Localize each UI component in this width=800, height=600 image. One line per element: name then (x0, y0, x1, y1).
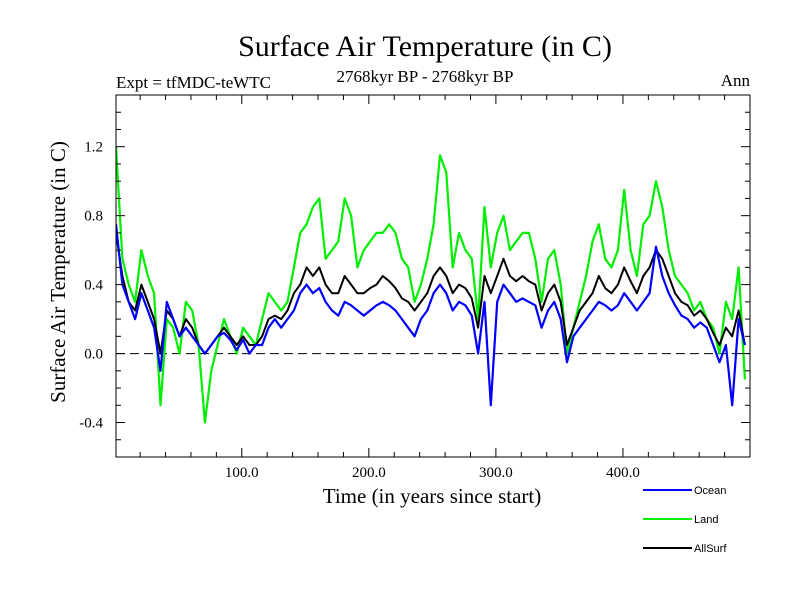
x-tick-label: 300.0 (479, 465, 513, 481)
chart-subtitle-left: Expt = tfMDC-teWTC (116, 73, 271, 92)
legend: Ocean Land AllSurf (643, 485, 727, 555)
plot-frame (115, 94, 751, 458)
y-tick-label: 1.2 (84, 140, 103, 156)
y-axis-label: Surface Air Temperature (in C) (46, 141, 70, 403)
y-tick-label: 0.8 (84, 209, 103, 225)
x-tick-label: 400.0 (606, 465, 640, 481)
legend-label-allsurf: AllSurf (694, 543, 727, 555)
series-line-allsurf (116, 232, 746, 355)
y-tick-label: 0.0 (84, 347, 103, 363)
x-tick-label: 100.0 (225, 465, 259, 481)
x-tick-label: 200.0 (352, 465, 386, 481)
legend-label-ocean: Ocean (694, 485, 726, 497)
plot-area (116, 146, 750, 424)
y-tick-label: 0.4 (84, 278, 103, 294)
chart-subtitle-center: 2768kyr BP - 2768kyr BP (337, 67, 514, 86)
series-line-ocean (116, 224, 746, 407)
axes: -0.4 0.0 0.4 0.8 1.2 100.0 200.0 300.0 400.0 (79, 94, 751, 481)
chart-title: Surface Air Temperature (in C) (238, 30, 612, 63)
y-tick-label: -0.4 (79, 416, 103, 432)
chart-subtitle-right: Ann (721, 71, 751, 90)
x-axis-label: Time (in years since start) (323, 484, 542, 508)
legend-label-land: Land (694, 514, 718, 526)
